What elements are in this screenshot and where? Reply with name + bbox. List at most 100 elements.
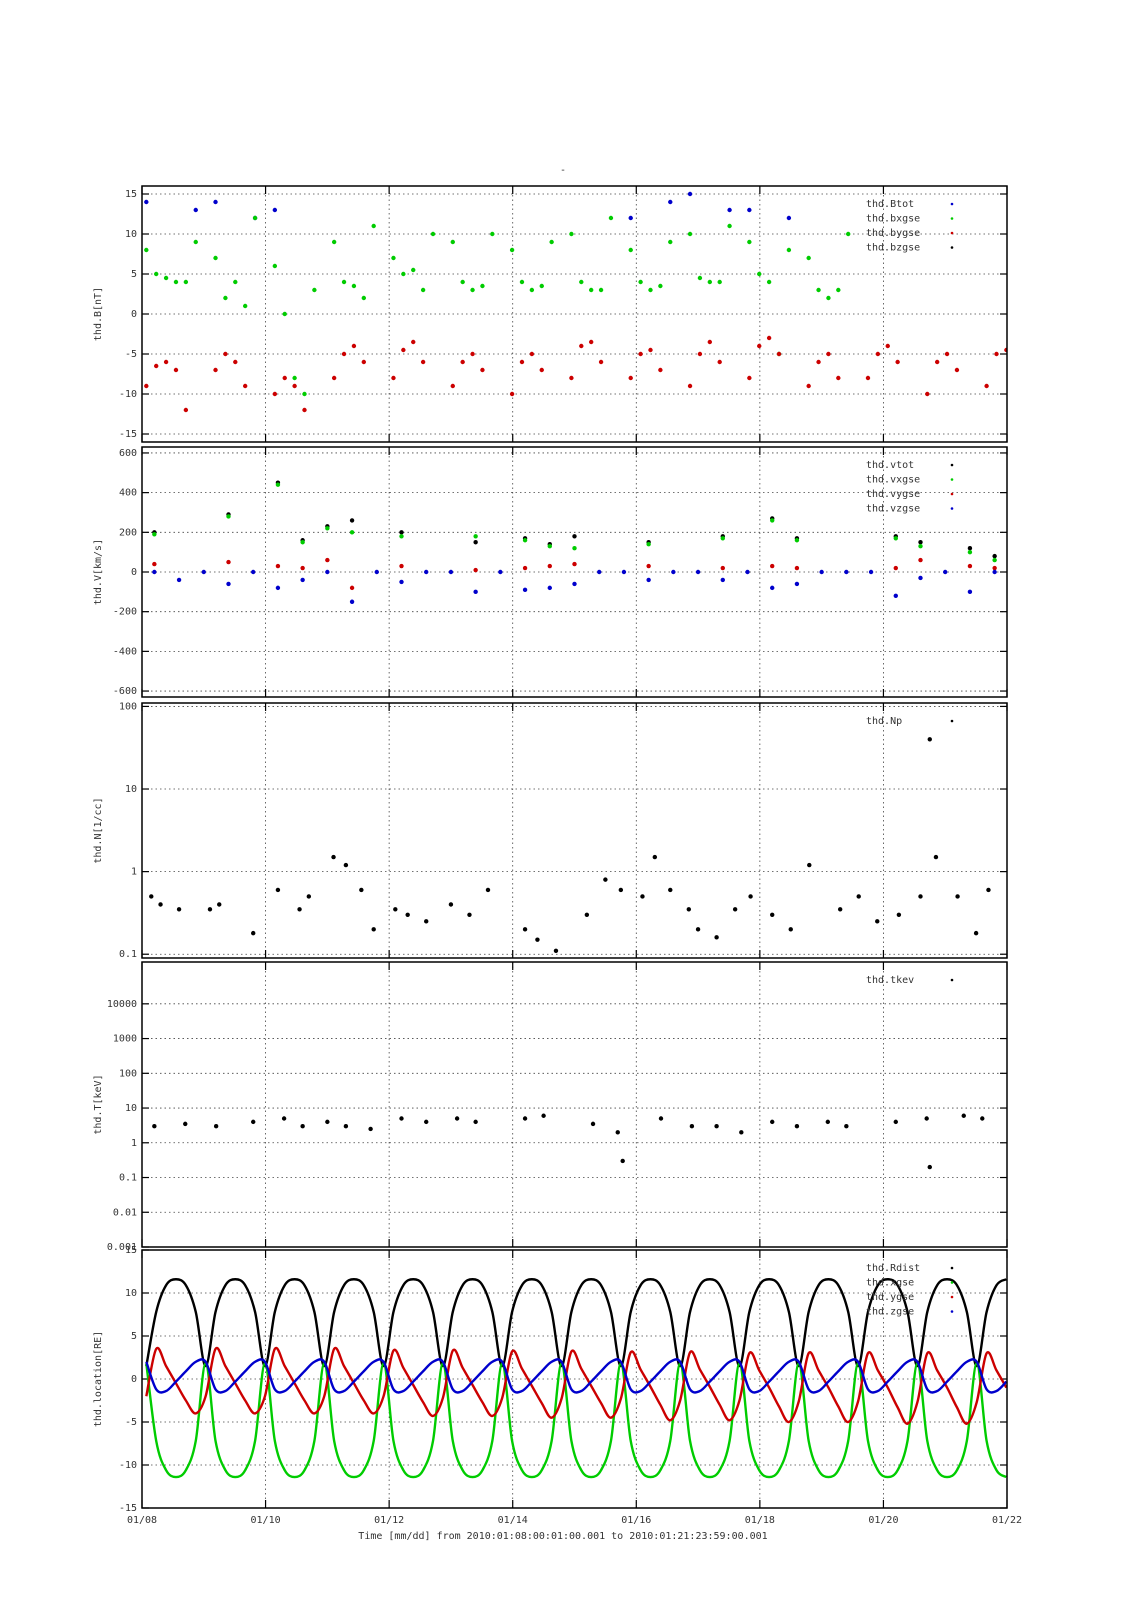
data-point [992, 557, 997, 563]
legend-marker [950, 463, 954, 467]
data-point [918, 557, 923, 563]
legend-label: thd.Rdist [866, 1263, 920, 1274]
data-point [207, 907, 213, 912]
series-line [145, 1362, 1007, 1479]
data-point [473, 1119, 478, 1125]
data-point [918, 894, 923, 899]
data-point [341, 279, 347, 285]
data-point [825, 1119, 831, 1125]
data-point [242, 383, 248, 389]
data-point [399, 530, 404, 535]
data-point [213, 199, 218, 205]
data-point [529, 287, 535, 293]
data-point [292, 383, 297, 389]
data-point [992, 569, 997, 575]
data-point [553, 948, 559, 954]
data-point [302, 407, 307, 413]
data-point [584, 912, 590, 918]
data-point [786, 215, 792, 221]
data-point [399, 534, 404, 539]
data-point [251, 1119, 256, 1125]
data-point [183, 1121, 188, 1127]
data-point [893, 536, 898, 541]
panel-frame [141, 185, 1008, 443]
legend-label: thd.bxgse [866, 214, 920, 225]
data-point [173, 279, 179, 285]
data-point [226, 514, 231, 519]
y-tick-label: 0 [131, 309, 137, 320]
data-point [152, 532, 157, 537]
data-point [349, 599, 355, 604]
y-tick-label: -10 [119, 1460, 137, 1471]
x-tick-label: 01/08 [127, 1515, 157, 1526]
data-point [485, 887, 491, 893]
data-point [325, 526, 330, 531]
data-point [598, 359, 604, 365]
data-point [717, 359, 722, 365]
data-point [173, 367, 179, 373]
data-point [272, 391, 278, 397]
data-point [770, 585, 775, 591]
data-point [252, 215, 258, 221]
data-point [925, 391, 930, 397]
legend-marker [950, 231, 954, 235]
data-point [727, 223, 732, 229]
data-point [944, 351, 950, 357]
data-point [992, 553, 997, 559]
legend-label: thd.Np [866, 716, 902, 727]
data-point [836, 287, 841, 293]
data-point [163, 275, 169, 281]
y-tick-label: 10 [125, 1288, 137, 1299]
data-point [522, 1116, 528, 1121]
data-point [572, 581, 577, 587]
data-point [325, 569, 330, 575]
legend-label: thd.xgse [866, 1278, 914, 1289]
y-tick-label: -15 [119, 429, 137, 440]
x-tick-label: 01/22 [992, 1515, 1022, 1526]
data-point [405, 912, 410, 918]
y-axis-label: thd.B[nT] [93, 287, 104, 341]
data-point [361, 295, 367, 301]
data-point [420, 287, 426, 293]
data-point [885, 343, 890, 349]
data-point [697, 275, 703, 281]
series-line [145, 1346, 1007, 1425]
legend-label: thd.vzgse [866, 504, 920, 515]
data-point [620, 1158, 625, 1164]
data-point [430, 231, 436, 237]
data-point [223, 351, 228, 357]
data-point [714, 935, 719, 940]
data-point [223, 295, 228, 301]
data-point [549, 239, 554, 245]
data-point [732, 907, 738, 912]
data-point [868, 569, 874, 575]
data-point [757, 343, 762, 349]
data-point [689, 1124, 695, 1129]
data-point [648, 287, 653, 293]
data-point [391, 255, 396, 261]
data-point [312, 287, 317, 293]
data-point [846, 231, 851, 237]
data-point [399, 1116, 404, 1121]
data-point [816, 359, 821, 365]
data-point [343, 862, 349, 868]
data-point [154, 271, 159, 277]
x-tick-label: 01/16 [621, 1515, 651, 1526]
data-point [351, 283, 357, 289]
data-point [424, 569, 429, 575]
data-point [794, 565, 800, 571]
data-point [473, 540, 478, 545]
data-point [144, 383, 149, 389]
data-point [745, 569, 750, 575]
data-point [217, 902, 222, 907]
y-tick-label: 10 [125, 229, 137, 240]
data-point [658, 283, 663, 289]
data-point [806, 383, 811, 389]
data-point [522, 538, 528, 543]
data-point [794, 1124, 800, 1129]
data-point [470, 351, 475, 357]
legend-marker [950, 1281, 954, 1284]
data-point [967, 545, 973, 551]
data-point [770, 1119, 775, 1125]
data-point [967, 563, 973, 569]
